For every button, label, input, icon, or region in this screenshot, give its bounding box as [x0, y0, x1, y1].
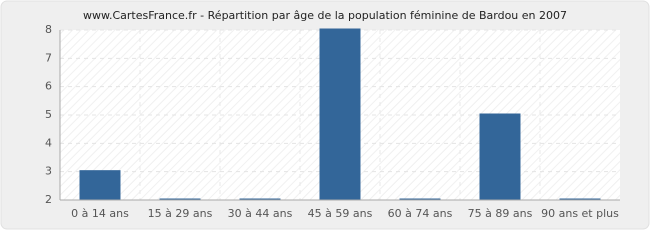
y-tick-label: 8	[45, 23, 52, 36]
y-tick-label: 6	[45, 80, 52, 93]
bar	[79, 170, 121, 201]
chart: www.CartesFrance.fr - Répartition par âg…	[0, 0, 650, 230]
bar	[479, 113, 521, 201]
x-tick-label: 90 ans et plus	[541, 207, 619, 220]
y-tick-label: 3	[45, 165, 52, 178]
x-tick-label: 30 à 44 ans	[228, 207, 293, 220]
y-tick-label: 4	[45, 136, 52, 149]
x-tick-label: 45 à 59 ans	[308, 207, 373, 220]
chart-title: www.CartesFrance.fr - Répartition par âg…	[83, 9, 567, 22]
x-tick-label: 0 à 14 ans	[71, 207, 129, 220]
y-tick-label: 5	[45, 108, 52, 121]
x-tick-label: 75 à 89 ans	[468, 207, 533, 220]
y-tick-label: 2	[45, 193, 52, 206]
bar	[319, 28, 361, 201]
x-tick-label: 15 à 29 ans	[148, 207, 213, 220]
y-tick-label: 7	[45, 51, 52, 64]
x-tick-label: 60 à 74 ans	[388, 207, 453, 220]
